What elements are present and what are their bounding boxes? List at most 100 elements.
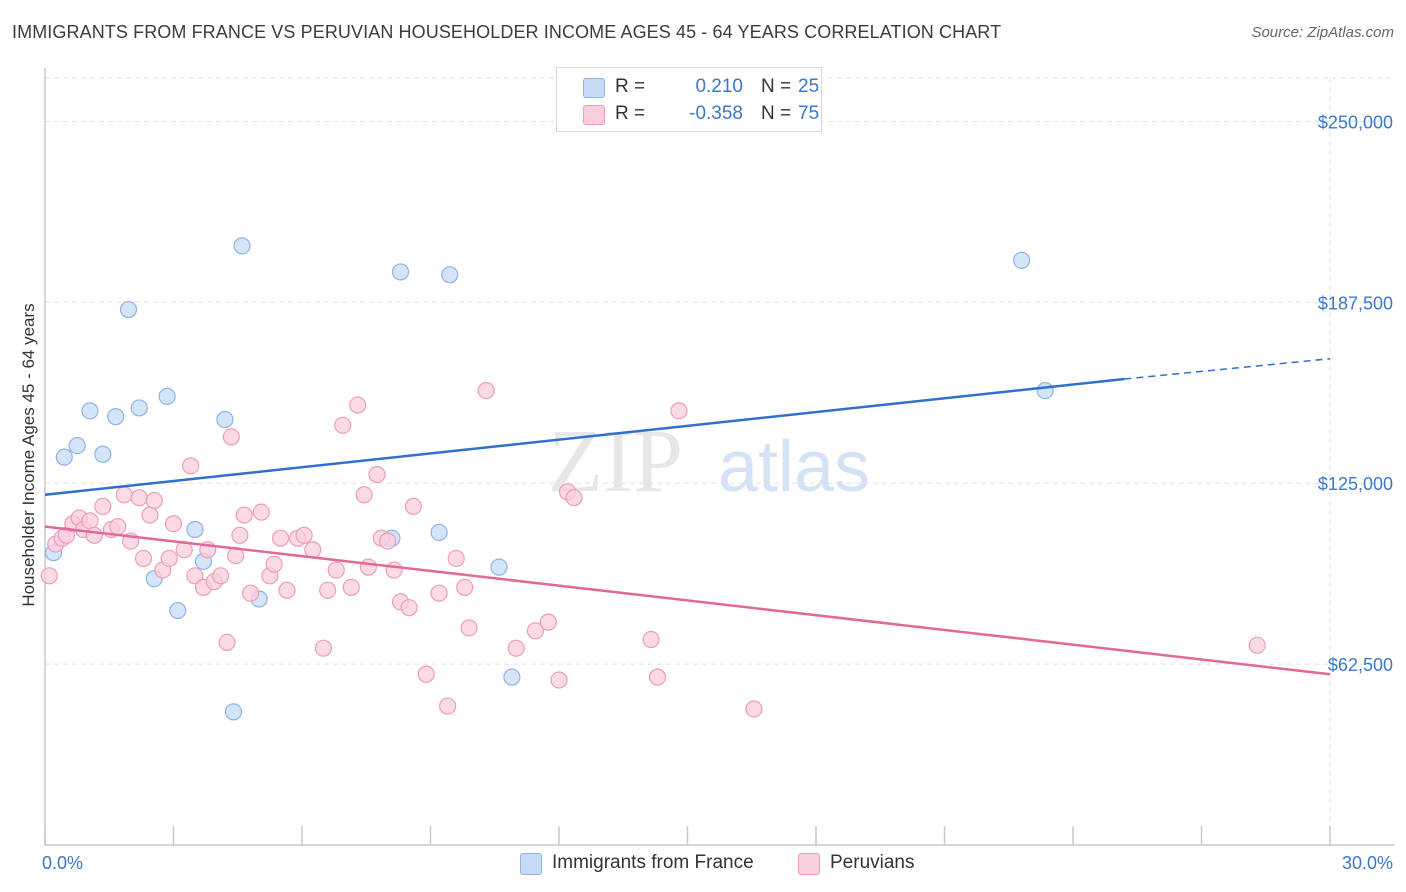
france-point — [441, 266, 459, 284]
peruvian-point — [385, 561, 403, 579]
peruvian-point — [314, 639, 333, 657]
legend-r-label: R = — [615, 103, 646, 124]
peruvian-point — [460, 619, 478, 637]
peruvian-point — [81, 512, 99, 530]
peruvian-point — [271, 529, 290, 547]
x-tick-label: 30.0% — [1342, 853, 1393, 873]
peruvian-point — [404, 497, 422, 515]
france-point — [186, 520, 204, 539]
legend-swatch-blue — [520, 853, 542, 875]
peruvian-point — [295, 526, 313, 544]
france-point — [1012, 251, 1031, 269]
france-point — [233, 237, 251, 255]
peruvian-point — [430, 584, 448, 602]
peruvian-point — [539, 613, 557, 631]
france-point — [130, 399, 148, 417]
peruvian-point — [242, 584, 260, 602]
peruvian-trend-line — [44, 525, 1331, 676]
france-point — [68, 436, 86, 455]
grid-lines — [45, 77, 1395, 845]
peruvian-point — [648, 668, 667, 686]
peruvian-point — [526, 622, 545, 640]
peruvian-point — [40, 567, 58, 585]
peruvian-point — [745, 700, 763, 718]
peruvian-point — [565, 489, 583, 507]
peruvian-point — [222, 428, 240, 446]
peruvian-point — [355, 486, 373, 504]
y-axis-label: Householder Income Ages 45 - 64 years — [19, 303, 38, 606]
source-credit: Source: ZipAtlas.com — [1251, 24, 1394, 41]
peruvian-point — [417, 665, 435, 683]
france-point — [503, 668, 521, 686]
legend-n-value: 75 — [798, 103, 820, 124]
legend-r-label: R = — [615, 76, 646, 97]
peruvian-point — [550, 671, 568, 689]
peruvian-point — [349, 396, 367, 414]
peruvian-point — [507, 639, 525, 657]
chart-title: IMMIGRANTS FROM FRANCE VS PERUVIAN HOUSE… — [12, 22, 1002, 42]
france-point — [169, 601, 187, 620]
peruvian-point — [231, 526, 249, 544]
axes — [44, 68, 1395, 846]
y-tick-label: $62,500 — [1328, 655, 1393, 675]
peruvian-point — [670, 402, 688, 420]
peruvian-point — [109, 518, 127, 536]
peruvian-point — [94, 497, 112, 515]
peruvian-point — [278, 581, 296, 599]
peruvian-point — [134, 549, 153, 568]
peruvian-point — [400, 599, 418, 617]
legend-r-value: -0.358 — [689, 103, 743, 124]
legend-swatch-pink — [798, 853, 820, 875]
peruvian-point — [212, 567, 230, 585]
peruvian-point — [319, 581, 337, 599]
legend-swatch-blue — [583, 78, 605, 98]
peruvian-point — [456, 578, 474, 597]
france-trend-extension — [1124, 358, 1331, 380]
france-point — [216, 410, 234, 429]
data-points — [40, 237, 1266, 721]
france-point — [81, 402, 99, 420]
france-point — [430, 523, 448, 542]
france-point — [107, 408, 125, 426]
france-point — [391, 263, 410, 281]
france-point — [490, 558, 508, 576]
peruvian-point — [265, 555, 283, 573]
legend-r-value: 0.210 — [695, 76, 743, 97]
legend-n-value: 25 — [798, 76, 820, 97]
peruvian-point — [164, 515, 183, 533]
peruvian-point — [304, 541, 322, 559]
france-point — [1036, 381, 1054, 400]
peruvian-point — [642, 630, 660, 649]
peruvian-point — [1248, 636, 1266, 654]
peruvian-point — [342, 578, 360, 597]
peruvian-point — [115, 486, 133, 504]
peruvian-point — [439, 697, 457, 715]
peruvian-point — [379, 532, 397, 550]
correlation-legend: R = 0.210 N = 25 R = -0.358 N = 75 — [556, 67, 822, 132]
france-point — [94, 445, 112, 463]
legend-n-label: N = — [761, 76, 792, 97]
france-trend-line — [44, 377, 1125, 497]
peruvian-point — [182, 457, 200, 475]
france-point — [224, 703, 243, 721]
legend-label-france: Immigrants from France — [552, 852, 754, 873]
peruvian-point — [252, 503, 270, 521]
tick-labels: $62,500 $125,000 $187,500 $250,000 0.0% 30.0% — [42, 112, 1393, 873]
peruvian-point — [334, 416, 352, 434]
legend-label-peruvians: Peruvians — [830, 852, 915, 873]
peruvian-point — [141, 506, 159, 524]
watermark: ZIP atlas — [548, 412, 870, 511]
peruvian-point — [327, 561, 345, 579]
peruvian-point — [477, 381, 495, 400]
peruvian-point — [359, 558, 377, 576]
peruvian-point — [145, 491, 163, 510]
peruvian-point — [160, 549, 178, 568]
france-point — [158, 387, 176, 405]
y-tick-label: $125,000 — [1318, 474, 1393, 494]
legend-n-label: N = — [761, 103, 792, 124]
watermark-atlas: atlas — [718, 427, 870, 507]
peruvian-point — [368, 465, 386, 484]
peruvian-point — [447, 549, 465, 568]
peruvian-point — [235, 506, 253, 524]
